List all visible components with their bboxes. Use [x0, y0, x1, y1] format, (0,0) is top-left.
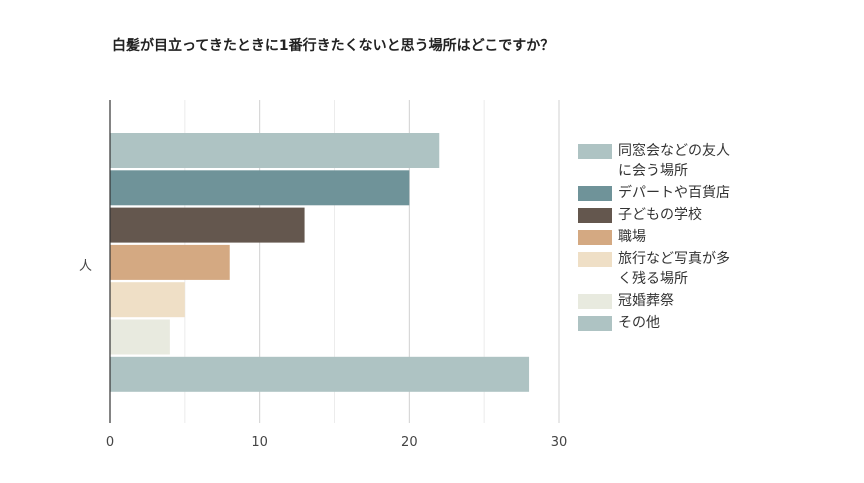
legend-swatch: [578, 294, 612, 309]
legend-label: 同窓会などの友人に会う場所: [618, 143, 730, 179]
legend-item: 冠婚葬祭: [578, 291, 758, 311]
legend-label: デパートや百貨店: [618, 185, 730, 201]
bar-6: [110, 319, 170, 355]
legend: 同窓会などの友人に会う場所デパートや百貨店 子どもの学校 職場旅行など写真が多く残る…: [578, 141, 758, 335]
legend-swatch: [578, 186, 612, 201]
bar-1: [110, 133, 440, 168]
category-label: 人: [79, 259, 92, 274]
chart-title: 白髪が目立ってきたときに1番行きたくないと思う場所はどこですか？: [112, 38, 555, 54]
legend-label: 旅行など写真が多く残る場所: [618, 251, 730, 287]
legend-item: デパートや百貨店: [578, 183, 758, 203]
bars: [110, 133, 530, 392]
legend-swatch: [578, 252, 612, 267]
bar-2: [110, 170, 410, 206]
legend-label: その他: [618, 315, 660, 331]
legend-label: 子どもの学校: [618, 207, 702, 223]
axes: 0 10 20 30 人: [79, 100, 567, 450]
legend-item: 同窓会などの友人に会う場所: [578, 141, 758, 181]
legend-label: 職場: [618, 229, 646, 245]
x-tick-label: 0: [106, 435, 114, 450]
bar-7: [110, 356, 530, 392]
legend-label: 冠婚葬祭: [618, 293, 674, 309]
legend-item: 職場: [578, 227, 758, 247]
bar-4: [110, 244, 230, 280]
x-tick-label: 10: [251, 435, 268, 450]
legend-swatch: [578, 208, 612, 223]
legend-item: 旅行など写真が多く残る場所: [578, 249, 758, 289]
legend-item: その他: [578, 313, 758, 333]
bar-3: [110, 207, 305, 243]
legend-swatch: [578, 316, 612, 331]
legend-item: 子どもの学校: [578, 205, 758, 225]
legend-swatch: [578, 230, 612, 245]
bar-5: [110, 282, 185, 318]
legend-swatch: [578, 144, 612, 159]
x-tick-label: 30: [551, 435, 568, 450]
x-tick-label: 20: [401, 435, 418, 450]
